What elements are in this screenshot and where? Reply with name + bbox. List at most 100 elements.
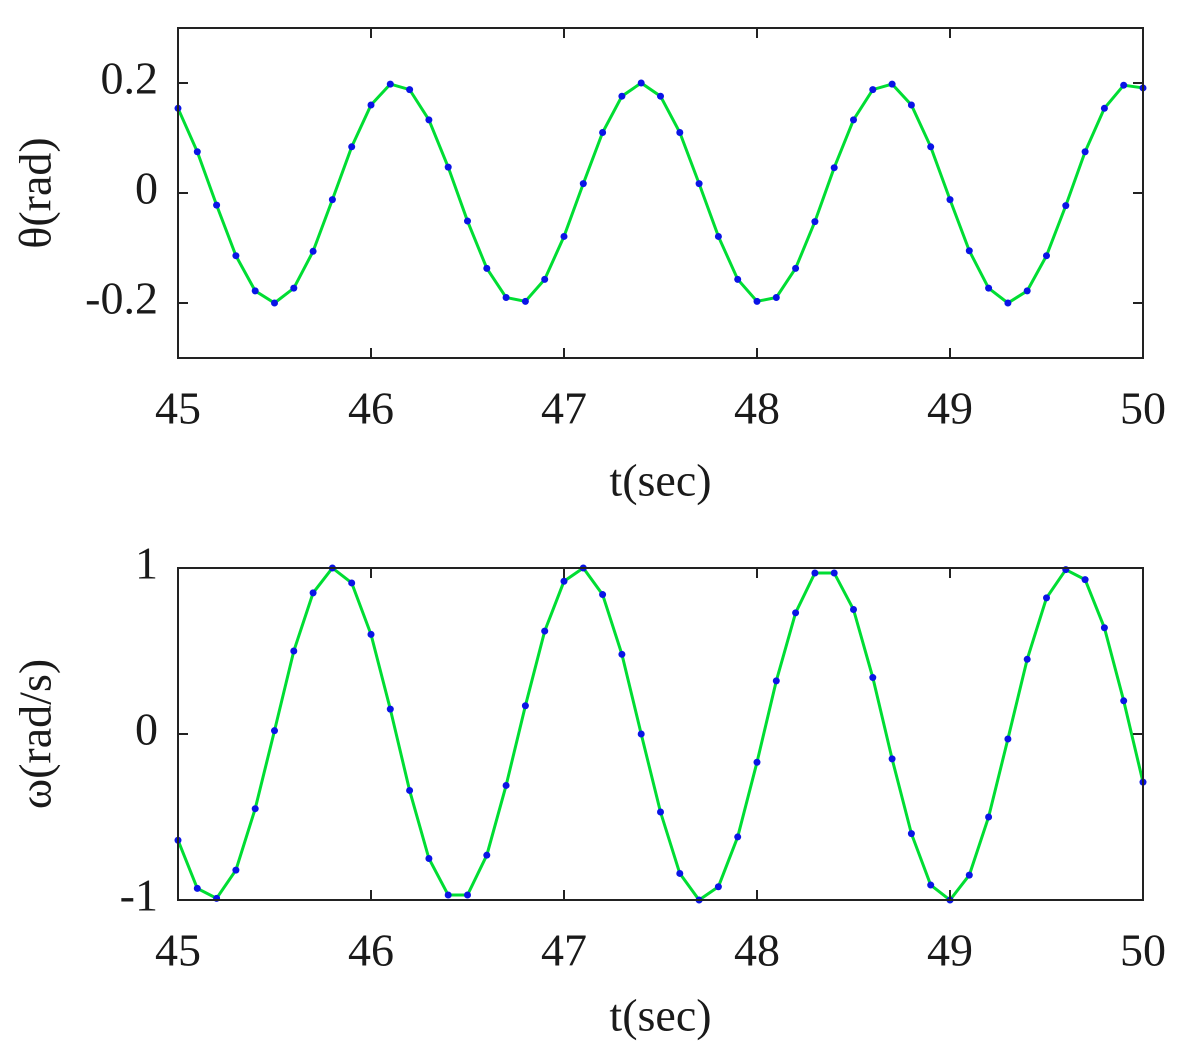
y-tick-label: 0.2 [101,53,159,104]
x-tick-label: 50 [1120,383,1166,434]
data-point [985,813,993,821]
axes-frame [177,27,1144,359]
data-point [232,866,240,874]
data-point [599,591,607,599]
data-point [599,129,607,136]
data-point [425,116,433,124]
data-point [348,579,356,587]
data-point [1081,576,1089,584]
data-point [1023,655,1031,663]
data-point [232,252,240,260]
data-point [193,148,201,156]
data-point [309,589,317,597]
y-tick-label: -0.2 [85,273,158,324]
data-point [657,808,664,816]
y-axis-label: θ(rad) [10,137,61,248]
y-tick-label: -1 [120,870,158,921]
data-point [271,727,278,735]
data-point [271,299,278,307]
x-tick-label: 45 [155,383,201,434]
data-point [348,143,356,151]
data-point [888,755,896,763]
data-point [927,143,935,151]
data-point [830,569,838,577]
data-point [734,833,742,841]
data-point [464,891,471,899]
y-tick-label: 1 [135,538,158,589]
data-point [618,650,626,658]
data-point [811,218,819,226]
data-point [888,80,896,88]
data-point [792,264,800,272]
x-tick-label: 49 [927,925,973,976]
axes-frame [177,567,1144,901]
x-tick-label: 50 [1120,925,1166,976]
data-point [541,275,549,283]
data-point [483,851,491,859]
data-point [869,86,877,94]
data-point [251,805,259,813]
data-point [1062,202,1070,210]
data-point [734,275,742,283]
series-line [176,565,1145,903]
data-point [850,116,857,124]
data-point [1004,299,1012,307]
data-point [213,201,221,209]
data-point [444,891,452,899]
x-axis-label: t(sec) [609,990,711,1041]
data-point [483,264,491,272]
data-point [464,217,471,225]
data-point [367,101,375,109]
x-tick-label: 47 [541,925,587,976]
data-point [927,881,935,889]
data-point [541,627,549,635]
data-point [406,86,414,94]
x-tick-label: 48 [734,925,780,976]
data-point [579,180,587,188]
data-point [444,163,452,171]
data-point [965,247,973,255]
data-point [560,577,568,585]
data-point [1100,104,1108,112]
data-point [965,871,973,879]
data-point [657,92,664,100]
x-tick-label: 45 [155,925,201,976]
x-tick-label: 49 [927,383,973,434]
data-point [1043,252,1050,260]
data-point [1120,81,1128,89]
data-point [251,287,259,295]
x-tick-label: 47 [541,383,587,434]
data-point [1120,697,1128,705]
data-point [637,730,645,738]
data-point [290,284,298,292]
x-axis-label: t(sec) [609,455,711,506]
data-point [618,92,626,100]
data-point [753,758,761,766]
y-axis-label: ω(rad/s) [10,659,61,809]
data-point [1004,735,1012,743]
data-point [425,855,433,862]
data-point [309,247,317,255]
data-point [290,647,298,655]
data-point [792,609,800,617]
data-point [1081,148,1089,156]
data-point [676,869,684,877]
data-point [502,781,510,789]
data-point [772,677,780,685]
data-point [907,830,915,838]
y-tick-label: 0 [135,163,158,214]
x-tick-label: 48 [734,383,780,434]
data-point [985,284,993,292]
data-point [386,705,394,713]
data-point [850,606,857,613]
plot-area [174,564,1147,904]
data-point [869,674,877,682]
data-point [772,294,780,301]
data-point [1023,287,1031,295]
x-tick-label: 46 [348,383,394,434]
data-point [830,164,838,172]
data-point [560,232,568,240]
data-point [714,883,722,891]
